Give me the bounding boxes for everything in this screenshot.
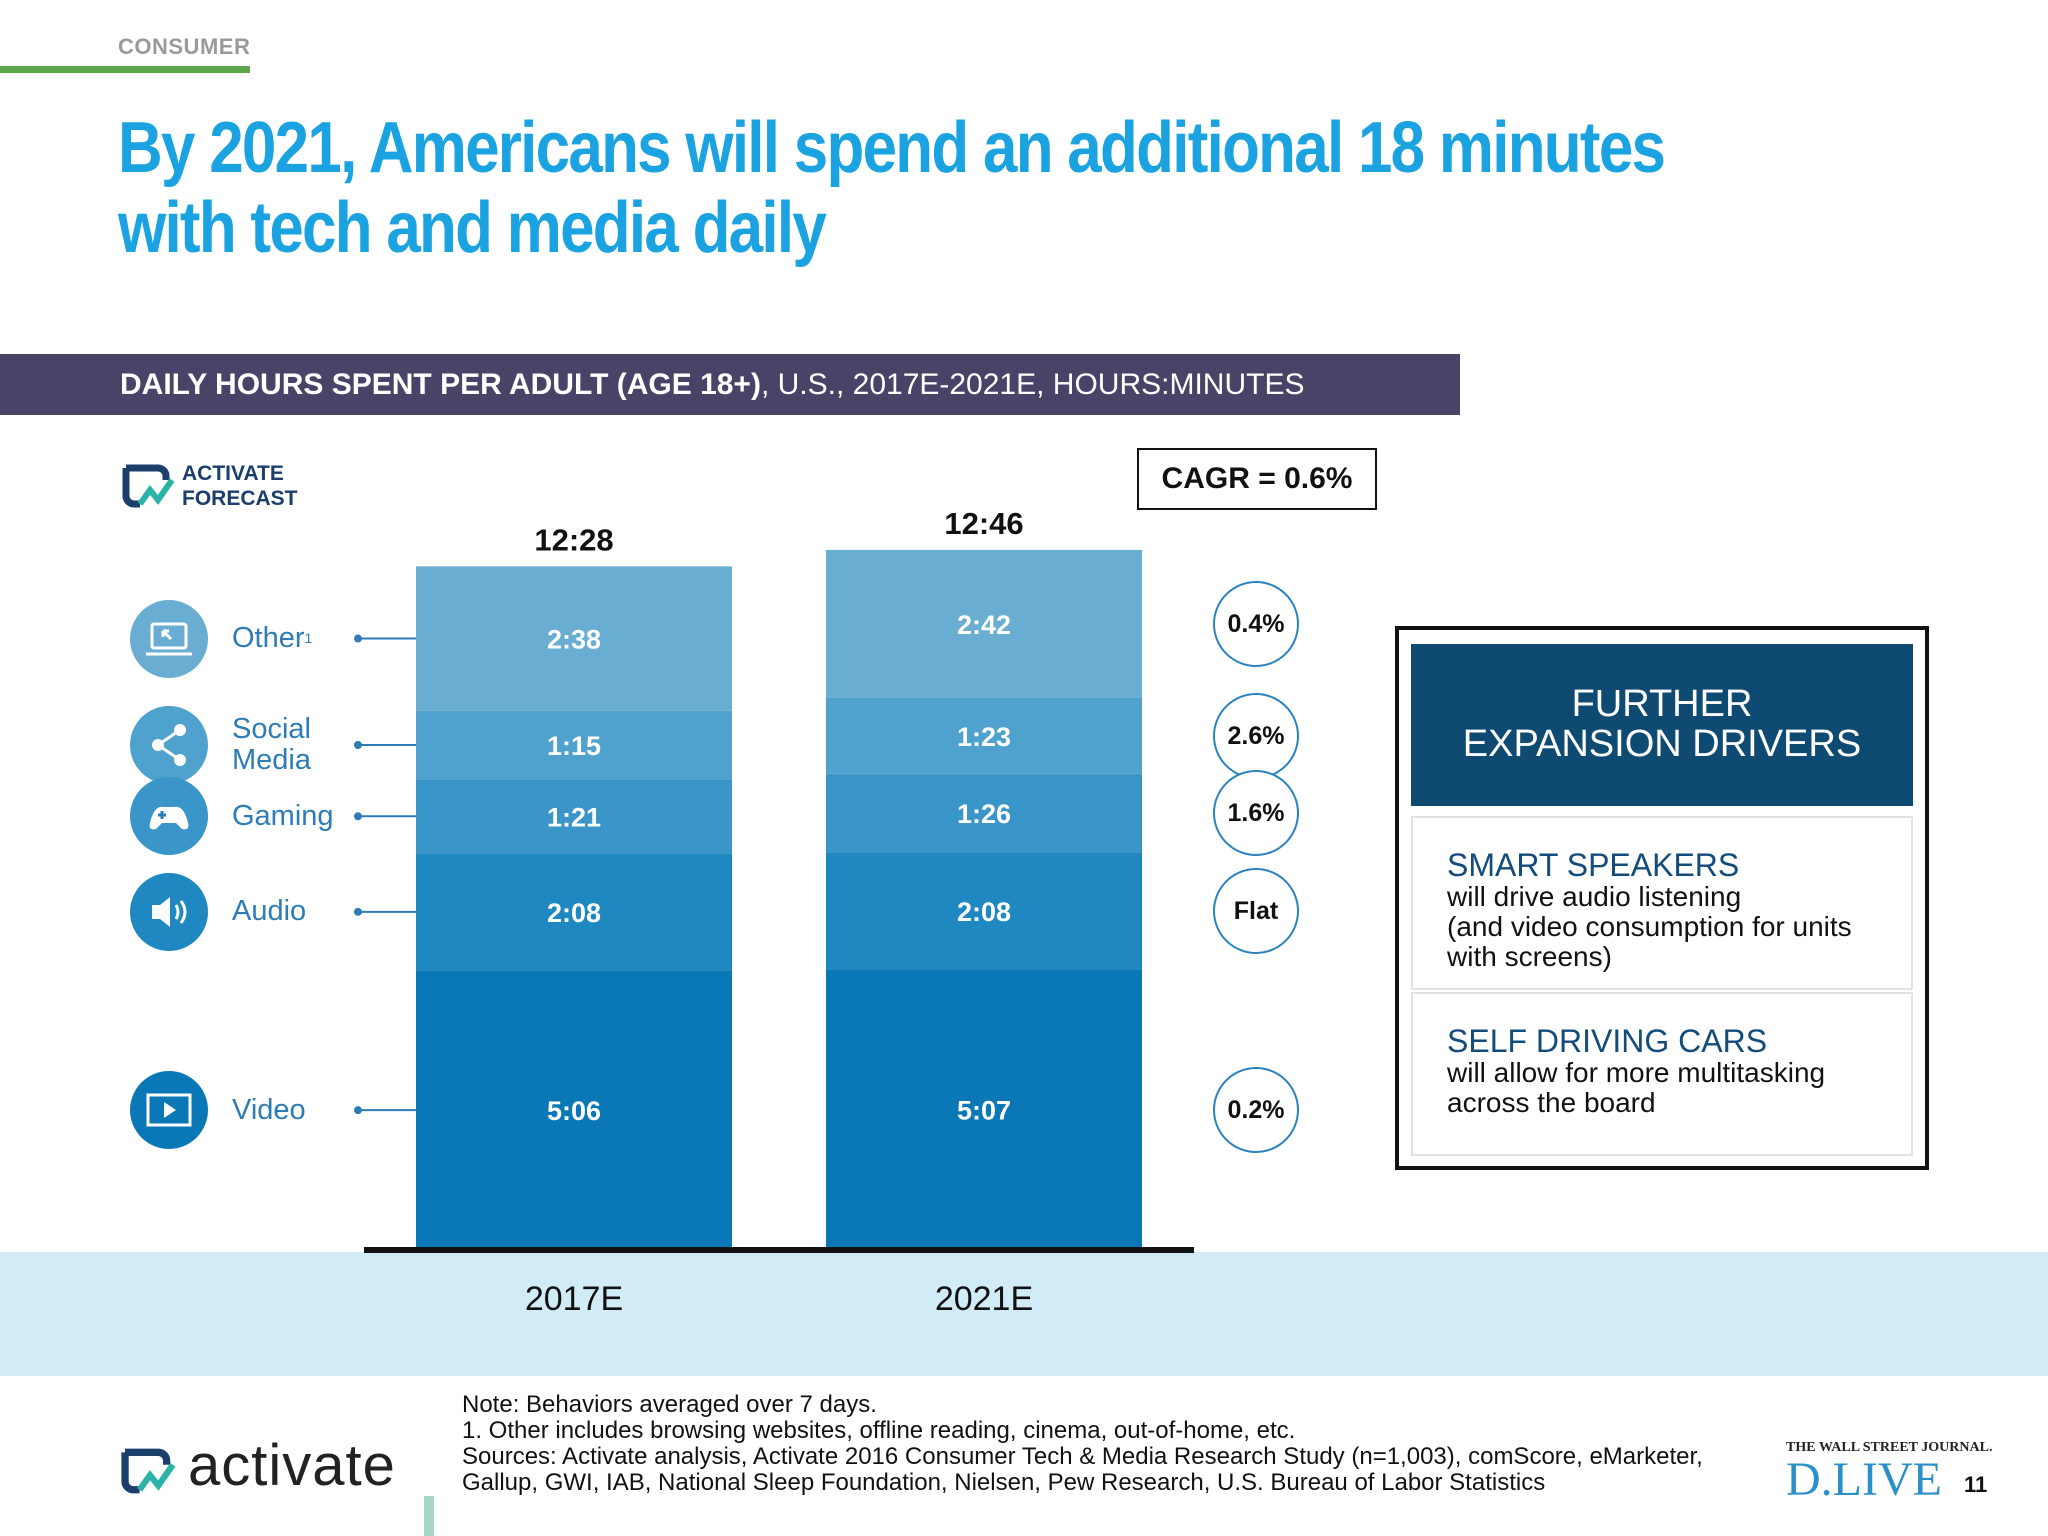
note-line: Gallup, GWI, IAB, National Sleep Foundat… xyxy=(462,1469,1546,1496)
driver-item: SELF DRIVING CARS will allow for more mu… xyxy=(1411,992,1913,1156)
data-label: 1:21 xyxy=(547,802,601,832)
speaker-icon xyxy=(130,872,208,951)
chart-heading-band: DAILY HOURS SPENT PER ADULT (AGE 18+), U… xyxy=(0,354,1460,415)
forecast-logo-icon xyxy=(122,464,175,508)
legend-connector-dot xyxy=(354,907,362,916)
driver-title: SMART SPEAKERS xyxy=(1447,847,1740,883)
activate-logo-icon xyxy=(121,1448,176,1494)
bar-segment xyxy=(826,852,1142,970)
legend-label: Social Media xyxy=(232,714,311,776)
growth-rate-badge: Flat xyxy=(1213,867,1299,954)
data-label: 2:38 xyxy=(547,625,601,655)
speaker-icon-glyph xyxy=(152,896,187,927)
share-icon xyxy=(130,706,208,784)
legend-connector-dot xyxy=(354,812,362,821)
brand-accent-bar xyxy=(424,1496,434,1536)
growth-rate-badge: 0.2% xyxy=(1213,1066,1299,1153)
category-label: 2017E xyxy=(525,1280,623,1318)
bar-segment xyxy=(416,566,732,711)
bar-segment xyxy=(416,853,732,971)
bar-segment xyxy=(826,969,1142,1250)
category-label: 2021E xyxy=(935,1280,1033,1318)
section-rule xyxy=(0,66,250,73)
bar-segment xyxy=(826,697,1142,774)
wsj-logo: THE WALL STREET JOURNAL. xyxy=(1786,1440,1993,1455)
floor-band xyxy=(0,1252,2048,1376)
gamepad-icon-glyph xyxy=(149,807,189,830)
forecast-badge: ACTIVATE FORECAST xyxy=(182,461,298,511)
legend-label-text: Video xyxy=(232,1093,306,1126)
data-label: 2:08 xyxy=(957,897,1011,927)
legend-label: Gaming xyxy=(232,799,334,832)
growth-rate-badge: 1.6% xyxy=(1213,770,1299,857)
driver-title: SELF DRIVING CARS xyxy=(1447,1023,1768,1059)
forecast-line1: ACTIVATE xyxy=(182,462,284,485)
bar-segment xyxy=(416,970,732,1250)
legend-label-text: Audio xyxy=(232,895,307,928)
total-label: 12:46 xyxy=(944,506,1023,541)
growth-rate-badge: 2.6% xyxy=(1213,692,1299,779)
dlive-logo: D.LIVE xyxy=(1786,1453,1942,1506)
legend-label-text: Social Media xyxy=(232,713,311,776)
data-label: 1:15 xyxy=(547,731,601,761)
forecast-line2: FORECAST xyxy=(182,487,298,510)
x-axis-line xyxy=(364,1247,1194,1253)
footnote-marker: 1 xyxy=(304,630,313,647)
legend-label-text: Other xyxy=(232,622,305,655)
legend-connector-dot xyxy=(354,1106,362,1115)
data-label: 5:07 xyxy=(957,1096,1011,1126)
note-line: 1. Other includes browsing websites, off… xyxy=(462,1417,1296,1444)
drivers-panel: FURTHER EXPANSION DRIVERS SMART SPEAKERS… xyxy=(1395,626,1929,1170)
footnotes: Note: Behaviors averaged over 7 days. 1.… xyxy=(462,1392,1703,1496)
bar-segment xyxy=(826,773,1142,853)
legend-connector-dot xyxy=(354,741,362,750)
chart-heading-rest: , U.S., 2017E-2021E, HOURS:MINUTES xyxy=(760,368,1305,401)
data-label: 1:23 xyxy=(957,722,1011,752)
section-label: CONSUMER xyxy=(118,34,251,59)
total-label: 12:28 xyxy=(534,522,613,557)
note-line: Note: Behaviors averaged over 7 days. xyxy=(462,1391,877,1418)
growth-rate-badge: 0.4% xyxy=(1213,580,1299,667)
legend-connector-dot xyxy=(354,634,362,643)
legend-label: Other1 xyxy=(232,623,312,654)
laptop-icon-glyph xyxy=(146,622,192,656)
legend-label: Audio xyxy=(232,896,306,927)
page-title: By 2021, Americans will spend an additio… xyxy=(118,108,1666,268)
driver-item: SMART SPEAKERS will drive audio listenin… xyxy=(1411,816,1913,990)
video-icon xyxy=(130,1071,208,1150)
video-icon-glyph xyxy=(146,1093,192,1127)
bar-segment xyxy=(416,710,732,780)
data-label: 2:42 xyxy=(957,610,1011,640)
data-label: 2:08 xyxy=(547,898,601,928)
page-number: 11 xyxy=(1964,1472,1988,1497)
legend-label: Video xyxy=(232,1093,306,1126)
legend-label-text: Gaming xyxy=(232,799,334,832)
bar-segment xyxy=(416,779,732,854)
drivers-heading: FURTHER EXPANSION DRIVERS xyxy=(1411,644,1913,806)
data-label: 1:26 xyxy=(957,799,1011,829)
share-icon-glyph xyxy=(152,724,186,766)
chart-heading-bold: DAILY HOURS SPENT PER ADULT (AGE 18+) xyxy=(120,368,761,401)
driver-text: will allow for more multitasking across … xyxy=(1447,1057,1826,1118)
bar-segment xyxy=(826,549,1142,698)
brand-name: activate xyxy=(188,1433,396,1498)
note-line: Sources: Activate analysis, Activate 201… xyxy=(462,1443,1703,1470)
gamepad-icon xyxy=(130,777,208,856)
data-label: 5:06 xyxy=(547,1096,601,1126)
laptop-icon xyxy=(130,599,208,678)
cagr-box: CAGR = 0.6% xyxy=(1137,448,1377,510)
driver-text: will drive audio listening (and video co… xyxy=(1447,881,1852,972)
